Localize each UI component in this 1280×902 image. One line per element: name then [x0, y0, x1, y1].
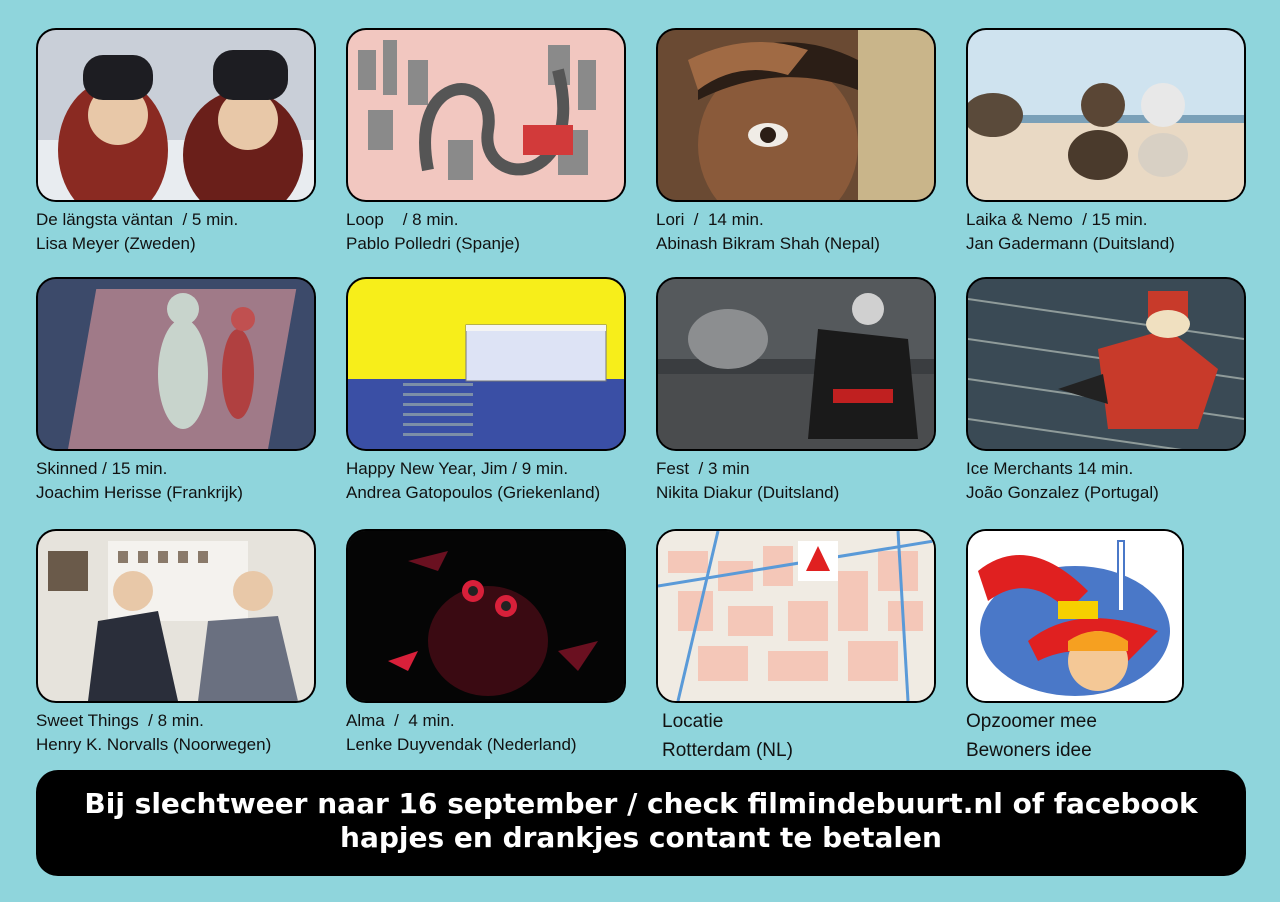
film-director: Lenke Duyvendak (Nederland) — [346, 735, 577, 754]
film-still — [346, 277, 626, 451]
film-director: Jan Gadermann (Duitsland) — [966, 234, 1175, 253]
opzoomer-logo — [966, 529, 1184, 703]
film-card: De längsta väntan / 5 min. Lisa Meyer (Z… — [36, 28, 316, 256]
film-still — [656, 28, 936, 202]
film-still — [36, 28, 316, 202]
film-director: João Gonzalez (Portugal) — [966, 483, 1159, 502]
film-title: Laika & Nemo / 15 min. — [966, 210, 1148, 229]
film-title: Skinned / 15 min. — [36, 459, 168, 478]
film-still — [346, 529, 626, 703]
film-director: Henry K. Norvalls (Noorwegen) — [36, 735, 272, 754]
film-still — [966, 277, 1246, 451]
location-label: Locatie — [662, 711, 724, 732]
film-director: Joachim Herisse (Frankrijk) — [36, 483, 243, 502]
location-card: Locatie Rotterdam (NL) — [656, 529, 936, 765]
opzoomer-card: Opzoomer mee Bewoners idee — [966, 529, 1184, 765]
info-banner: Bij slechtweer naar 16 september / check… — [36, 770, 1246, 876]
film-card: Lori / 14 min. Abinash Bikram Shah (Nepa… — [656, 28, 936, 256]
film-title: Happy New Year, Jim / 9 min. — [346, 459, 569, 478]
film-director: Abinash Bikram Shah (Nepal) — [656, 234, 880, 253]
film-director: Pablo Polledri (Spanje) — [346, 234, 520, 253]
banner-line-2: hapjes en drankjes contant te betalen — [340, 821, 942, 854]
film-title: De längsta väntan / 5 min. — [36, 210, 239, 229]
film-director: Lisa Meyer (Zweden) — [36, 234, 196, 253]
film-title: Alma / 4 min. — [346, 711, 455, 730]
banner-line-1: Bij slechtweer naar 16 september / check… — [84, 787, 1198, 820]
film-title: Loop / 8 min. — [346, 210, 459, 229]
film-title: Fest / 3 min — [656, 459, 750, 478]
film-card: Alma / 4 min. Lenke Duyvendak (Nederland… — [346, 529, 626, 757]
film-title: Ice Merchants 14 min. — [966, 459, 1134, 478]
film-title: Lori / 14 min. — [656, 210, 764, 229]
film-card: Sweet Things / 8 min. Henry K. Norvalls … — [36, 529, 316, 757]
opzoomer-label: Opzoomer mee — [966, 711, 1097, 732]
film-director: Andrea Gatopoulos (Griekenland) — [346, 483, 601, 502]
film-still — [346, 28, 626, 202]
film-card: Laika & Nemo / 15 min. Jan Gadermann (Du… — [966, 28, 1246, 256]
location-map[interactable] — [656, 529, 936, 703]
film-still — [656, 277, 936, 451]
film-card: Ice Merchants 14 min. João Gonzalez (Por… — [966, 277, 1246, 505]
film-director: Nikita Diakur (Duitsland) — [656, 483, 840, 502]
film-still — [36, 529, 316, 703]
film-card: Skinned / 15 min. Joachim Herisse (Frank… — [36, 277, 316, 505]
film-title: Sweet Things / 8 min. — [36, 711, 204, 730]
film-card: Loop / 8 min. Pablo Polledri (Spanje) — [346, 28, 626, 256]
film-still — [36, 277, 316, 451]
location-city: Rotterdam (NL) — [662, 740, 793, 761]
opzoomer-sub: Bewoners idee — [966, 740, 1092, 761]
film-card: Happy New Year, Jim / 9 min. Andrea Gato… — [346, 277, 626, 505]
film-card: Fest / 3 min Nikita Diakur (Duitsland) — [656, 277, 936, 505]
film-still — [966, 28, 1246, 202]
